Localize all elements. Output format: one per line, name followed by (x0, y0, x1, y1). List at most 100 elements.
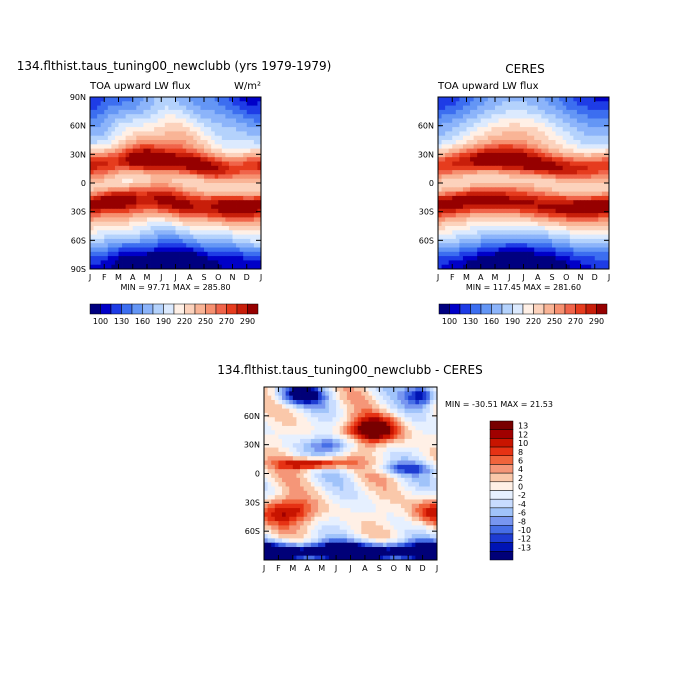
heatmap-cell (408, 399, 413, 405)
heatmap-cell (232, 234, 237, 240)
heatmap-cell (157, 217, 162, 223)
heatmap-cell (100, 170, 105, 175)
heatmap-cell (339, 430, 344, 435)
heatmap-cell (157, 178, 162, 184)
heatmap-cell (257, 234, 262, 240)
heatmap-cell (375, 412, 380, 418)
heatmap-cell (104, 97, 109, 102)
heatmap-cell (527, 200, 532, 205)
heatmap-cell (285, 395, 290, 401)
heatmap-cell (214, 221, 219, 227)
heatmap-cell (175, 144, 180, 149)
heatmap-cell (186, 226, 191, 231)
heatmap-cell (438, 204, 442, 210)
heatmap-cell (580, 183, 585, 188)
heatmap-cell (569, 226, 574, 231)
heatmap-cell (243, 144, 248, 149)
heatmap-cell (559, 260, 564, 266)
heatmap-cell (257, 114, 262, 119)
heatmap-cell (168, 152, 173, 158)
heatmap-cell (566, 200, 571, 205)
heatmap-cell (282, 430, 287, 435)
heatmap-cell (562, 109, 567, 115)
heatmap-cell (179, 230, 184, 235)
heatmap-cell (343, 395, 348, 401)
heatmap-cell (498, 260, 503, 266)
heatmap-cell (527, 247, 532, 253)
heatmap-cell (314, 438, 319, 444)
heatmap-cell (182, 140, 187, 145)
heatmap-cell (559, 122, 564, 128)
heatmap-cell (332, 408, 337, 414)
heatmap-cell (397, 443, 402, 448)
heatmap-cell (534, 109, 539, 115)
heatmap-cell (459, 131, 464, 137)
heatmap-cell (114, 264, 119, 270)
heatmap-cell (332, 434, 337, 440)
heatmap-cell (527, 256, 532, 261)
heatmap-cell (512, 178, 517, 184)
heatmap-cell (118, 101, 123, 106)
heatmap-cell (372, 434, 377, 440)
heatmap-cell (168, 221, 173, 227)
heatmap-cell (168, 161, 173, 167)
heatmap-cell (523, 152, 528, 158)
heatmap-cell (605, 195, 610, 201)
heatmap-cell (136, 152, 141, 158)
heatmap-cell (179, 260, 184, 266)
heatmap-cell (411, 425, 416, 431)
heatmap-cell (495, 127, 499, 132)
heatmap-cell (601, 152, 606, 158)
heatmap-cell (372, 399, 377, 405)
heatmap-cell (400, 443, 405, 448)
heatmap-cell (93, 148, 98, 154)
heatmap-cell (598, 256, 603, 261)
heatmap-cell (243, 208, 248, 214)
heatmap-cell (484, 140, 489, 145)
heatmap-cell (411, 456, 416, 461)
heatmap-cell (182, 221, 187, 227)
heatmap-cell (147, 221, 151, 227)
heatmap-cell (480, 256, 485, 261)
heatmap-cell (257, 238, 262, 244)
heatmap-cell (445, 157, 450, 162)
panel-model-title: 134.flthist.taus_tuning00_newclubb (yrs … (17, 59, 332, 73)
heatmap-cell (375, 434, 380, 440)
heatmap-cell (232, 208, 237, 214)
heatmap-cell (90, 238, 94, 244)
heatmap-cell (104, 204, 109, 210)
heatmap-cell (189, 127, 194, 132)
heatmap-cell (441, 247, 446, 253)
heatmap-cell (97, 157, 102, 162)
heatmap-cell (143, 135, 148, 141)
heatmap-cell (580, 187, 585, 192)
heatmap-cell (408, 430, 413, 435)
heatmap-cell (218, 238, 223, 244)
heatmap-cell (164, 238, 169, 244)
heatmap-cell (393, 447, 398, 453)
heatmap-cell (470, 247, 475, 253)
heatmap-cell (139, 256, 144, 261)
heatmap-cell (321, 408, 326, 414)
heatmap-cell (100, 226, 105, 231)
heatmap-cell (502, 187, 507, 192)
heatmap-cell (292, 425, 297, 431)
heatmap-cell (495, 170, 499, 175)
heatmap-cell (129, 161, 134, 167)
heatmap-cell (530, 238, 535, 244)
heatmap-cell (143, 122, 148, 128)
heatmap-cell (136, 243, 141, 248)
heatmap-cell (310, 395, 315, 401)
heatmap-cell (218, 230, 223, 235)
heatmap-cell (264, 469, 268, 474)
heatmap-cell (232, 213, 237, 218)
heatmap-cell (566, 157, 571, 162)
heatmap-cell (250, 101, 255, 106)
heatmap-cell (576, 170, 581, 175)
heatmap-cell (368, 464, 373, 470)
heatmap-cell (318, 391, 323, 397)
heatmap-cell (214, 217, 219, 223)
heatmap-cell (466, 127, 471, 132)
heatmap-cell (534, 226, 539, 231)
heatmap-cell (175, 97, 180, 102)
